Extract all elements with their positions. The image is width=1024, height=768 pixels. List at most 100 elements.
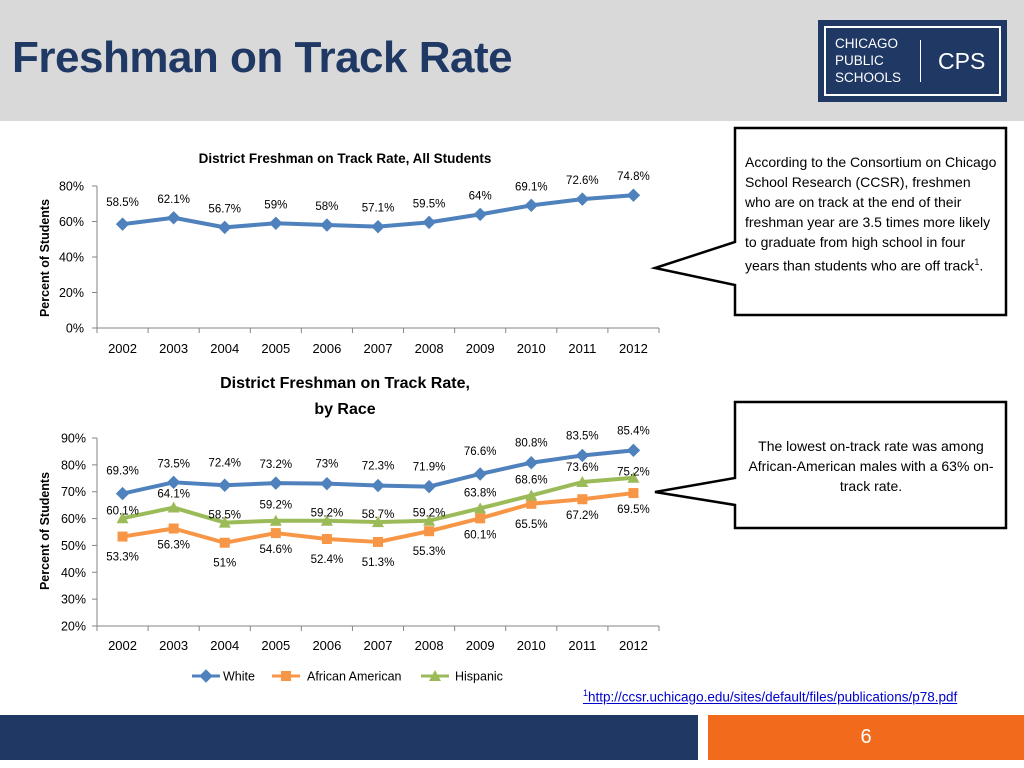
chart2-x-tick-label: 2012 bbox=[619, 638, 648, 653]
chart2-y-tick-label: 90% bbox=[61, 432, 86, 446]
chart1-x-tick-label: 2011 bbox=[568, 341, 596, 356]
chart1-data-label-all-students: 62.1% bbox=[157, 194, 190, 206]
chart2-data-label-white: 80.8% bbox=[515, 438, 548, 450]
chart2-point-african-american bbox=[577, 494, 588, 505]
chart2-point-white bbox=[575, 448, 590, 463]
chart1-point-all-students bbox=[166, 211, 181, 225]
chart2-data-label-african-american: 53.3% bbox=[106, 552, 139, 564]
chart2-x-tick-label: 2004 bbox=[210, 638, 239, 653]
chart2-data-label-african-american: 52.4% bbox=[311, 554, 344, 566]
chart2-y-tick-label: 70% bbox=[61, 485, 86, 499]
chart2-point-hispanic bbox=[627, 471, 640, 483]
chart2-x-tick-label: 2007 bbox=[364, 638, 393, 653]
footer-page-box: 6 bbox=[708, 715, 1024, 760]
chart1-data-label-all-students: 58% bbox=[315, 201, 338, 213]
callout-top-main: According to the Consortium on Chicago S… bbox=[745, 154, 997, 274]
chart2-data-label-hispanic: 63.8% bbox=[464, 487, 497, 499]
legend-marker-white bbox=[199, 669, 213, 683]
chart2-y-tick-label: 80% bbox=[61, 458, 86, 472]
chart2-point-hispanic bbox=[167, 501, 180, 513]
chart1-x-tick-label: 2008 bbox=[415, 341, 444, 356]
chart1-x-tick-label: 2002 bbox=[108, 341, 137, 356]
chart1-y-tick-label: 40% bbox=[59, 251, 84, 265]
chart1-point-all-students bbox=[115, 217, 130, 231]
chart2-title-line1: District Freshman on Track Rate, bbox=[220, 375, 470, 392]
callout-text-top: According to the Consortium on Chicago S… bbox=[745, 152, 1000, 276]
chart1-data-label-all-students: 58.5% bbox=[106, 197, 139, 209]
chart2-point-african-american bbox=[424, 526, 435, 537]
chart1-point-all-students bbox=[626, 188, 641, 202]
chart2-point-hispanic bbox=[474, 502, 487, 514]
chart2-data-label-white: 83.5% bbox=[566, 430, 599, 442]
page-number: 6 bbox=[860, 726, 872, 748]
logo-line-schools: SCHOOLS bbox=[835, 70, 902, 85]
chart2-point-african-american bbox=[628, 488, 639, 499]
chart2-point-white bbox=[524, 456, 538, 470]
legend-label-white: White bbox=[223, 670, 255, 684]
callout-bubble-top bbox=[650, 126, 1008, 317]
chart2-x-tick-label: 2011 bbox=[568, 638, 596, 653]
slide-title: Freshman on Track Rate bbox=[12, 33, 513, 82]
chart1-y-tick-label: 20% bbox=[59, 286, 84, 300]
chart2-x-tick-label: 2005 bbox=[261, 638, 290, 653]
logo-divider bbox=[920, 40, 921, 82]
chart2-data-label-white: 73.5% bbox=[157, 458, 190, 470]
chart2-data-label-white: 72.4% bbox=[208, 457, 241, 469]
chart2-data-label-white: 73% bbox=[315, 459, 338, 471]
chart2-point-white bbox=[473, 467, 487, 481]
chart1-point-all-students bbox=[422, 215, 436, 230]
chart1-point-all-students bbox=[218, 220, 232, 235]
chart2-data-label-hispanic: 58.5% bbox=[208, 510, 241, 522]
chart1-x-tick-label: 2006 bbox=[312, 341, 341, 356]
chart2-x-tick-label: 2008 bbox=[415, 638, 444, 653]
chart1-x-tick-label: 2007 bbox=[364, 341, 393, 356]
chart2-legend: White African American Hispanic bbox=[192, 669, 503, 684]
legend-marker-hispanic bbox=[429, 670, 441, 681]
chart2-point-hispanic bbox=[576, 476, 589, 488]
chart1-title: District Freshman on Track Rate, All Stu… bbox=[199, 151, 492, 166]
chart1-plot: 0% 20% 40% 60% 80% 2002 2003 2004 2005 2006 2007 20… bbox=[59, 171, 660, 356]
chart1-x-tick-label: 2009 bbox=[466, 341, 495, 356]
chart1-point-all-students bbox=[524, 198, 538, 213]
legend-label-african-american: African American bbox=[307, 670, 402, 684]
chart2-x-tick-label: 2002 bbox=[108, 638, 137, 653]
logo-frame: CHICAGO PUBLIC SCHOOLS CPS bbox=[824, 26, 1001, 96]
chart2-point-white bbox=[166, 475, 181, 490]
chart2-data-label-african-american: 51% bbox=[213, 558, 236, 570]
chart1-point-all-students bbox=[371, 219, 385, 234]
footnote-marker: 1 bbox=[583, 688, 589, 698]
chart2-y-tick-label: 60% bbox=[61, 512, 86, 526]
chart2-point-white bbox=[218, 478, 232, 492]
chart2-y-tick-label: 50% bbox=[61, 539, 86, 553]
chart2-point-african-american bbox=[321, 533, 332, 544]
chart1-data-label-all-students: 74.8% bbox=[617, 171, 650, 183]
chart1-y-tick-label: 80% bbox=[59, 180, 84, 194]
legend-label-hispanic: Hispanic bbox=[455, 670, 503, 684]
chart2-data-label-african-american: 69.5% bbox=[617, 504, 650, 516]
chart2-data-label-hispanic: 73.6% bbox=[566, 462, 599, 474]
footnote-citation-link[interactable]: 1http://ccsr.uchicago.edu/sites/default/… bbox=[583, 688, 957, 705]
chart2-x-tick-label: 2006 bbox=[312, 638, 341, 653]
chart1-x-tick-label: 2005 bbox=[261, 341, 290, 356]
chart2-point-african-american bbox=[373, 536, 383, 547]
chart1-y-tick-label: 0% bbox=[66, 322, 84, 336]
chart2-point-hispanic bbox=[218, 516, 231, 528]
chart2-point-african-american bbox=[270, 528, 281, 539]
chart2-data-label-white: 85.4% bbox=[617, 425, 650, 437]
callout-top-end: . bbox=[979, 257, 984, 274]
chart2-data-label-african-american: 55.3% bbox=[413, 546, 446, 558]
chart2-data-label-african-american: 67.2% bbox=[566, 510, 599, 522]
chart2-point-hispanic bbox=[423, 514, 436, 526]
chart1-data-label-all-students: 56.7% bbox=[208, 203, 241, 215]
logo-line-chicago: CHICAGO bbox=[835, 36, 899, 51]
chart2-point-african-american bbox=[117, 531, 128, 542]
chart1-x-tick-label: 2004 bbox=[210, 341, 239, 356]
chart2-data-label-hispanic: 75.2% bbox=[617, 467, 650, 479]
chart2-point-african-american bbox=[219, 537, 230, 548]
chart2-y-tick-label: 30% bbox=[61, 593, 86, 607]
chart2-point-white bbox=[115, 486, 130, 501]
chart1-data-label-all-students: 57.1% bbox=[362, 203, 395, 215]
chart2-point-african-american bbox=[526, 498, 537, 509]
chart2-point-white bbox=[269, 476, 283, 490]
chart1-y-axis-label: Percent of Students bbox=[38, 199, 52, 317]
